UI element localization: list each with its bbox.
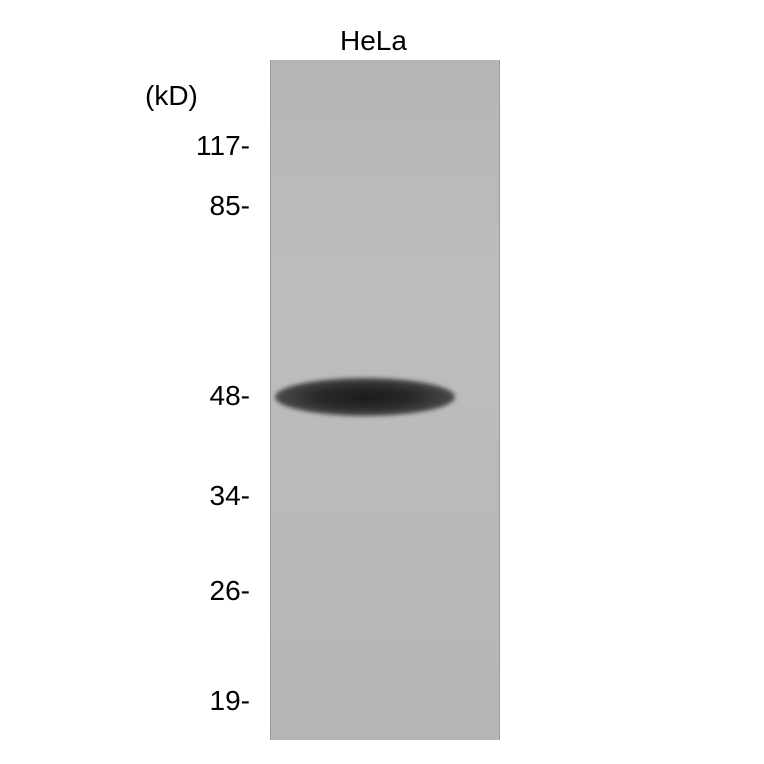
marker-19: 19- xyxy=(170,685,250,717)
western-blot-figure: HeLa (kD) 117- 85- 48- 34- 26- 19- xyxy=(50,20,650,740)
sample-label-hela: HeLa xyxy=(340,25,407,57)
marker-117: 117- xyxy=(170,130,250,162)
marker-26: 26- xyxy=(170,575,250,607)
marker-85: 85- xyxy=(170,190,250,222)
protein-band xyxy=(275,378,455,416)
marker-34: 34- xyxy=(170,480,250,512)
marker-48: 48- xyxy=(170,380,250,412)
unit-label: (kD) xyxy=(145,80,198,112)
